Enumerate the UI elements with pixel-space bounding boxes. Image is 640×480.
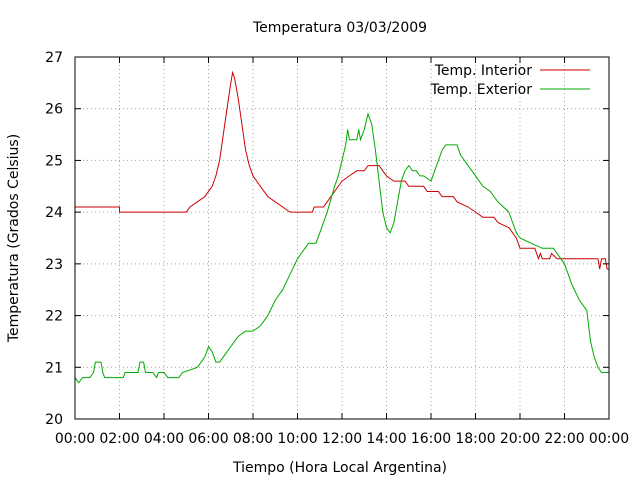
y-axis-label: Temperatura (Grados Celsius) <box>6 134 22 343</box>
y-tick-label: 20 <box>45 412 63 428</box>
x-tick-label: 04:00 <box>144 431 184 447</box>
x-tick-label: 18:00 <box>455 431 495 447</box>
y-tick-label: 21 <box>45 360 63 376</box>
x-tick-label: 00:00 <box>55 431 95 447</box>
x-tick-label: 10:00 <box>277 431 317 447</box>
x-tick-label: 00:00 <box>589 431 629 447</box>
x-tick-label: 02:00 <box>99 431 139 447</box>
x-tick-label: 14:00 <box>366 431 406 447</box>
y-axis-ticks: 20 21 22 23 24 25 26 27 <box>45 50 609 428</box>
y-tick-label: 22 <box>45 309 63 325</box>
legend-label-interior: Temp. Interior <box>434 63 533 79</box>
legend: Temp. Interior Temp. Exterior <box>430 63 590 98</box>
x-tick-label: 16:00 <box>411 431 451 447</box>
y-tick-label: 26 <box>45 102 63 118</box>
y-tick-label: 24 <box>45 205 63 221</box>
y-tick-label: 27 <box>45 50 63 66</box>
series-line-interior <box>75 70 609 270</box>
y-tick-label: 23 <box>45 257 63 273</box>
x-tick-label: 08:00 <box>233 431 273 447</box>
chart-title: Temperatura 03/03/2009 <box>252 20 427 36</box>
series-line-exterior <box>74 112 609 384</box>
legend-label-exterior: Temp. Exterior <box>430 82 533 98</box>
x-tick-label: 20:00 <box>500 431 540 447</box>
series-layer <box>74 70 609 384</box>
x-tick-label: 22:00 <box>544 431 584 447</box>
x-axis-ticks: 00:00 02:00 04:00 06:00 08:00 10:00 12:00 14:00… <box>55 57 629 447</box>
y-tick-label: 25 <box>45 153 63 169</box>
x-tick-label: 12:00 <box>322 431 362 447</box>
x-tick-label: 06:00 <box>188 431 228 447</box>
x-axis-label: Tiempo (Hora Local Argentina) <box>232 460 447 476</box>
